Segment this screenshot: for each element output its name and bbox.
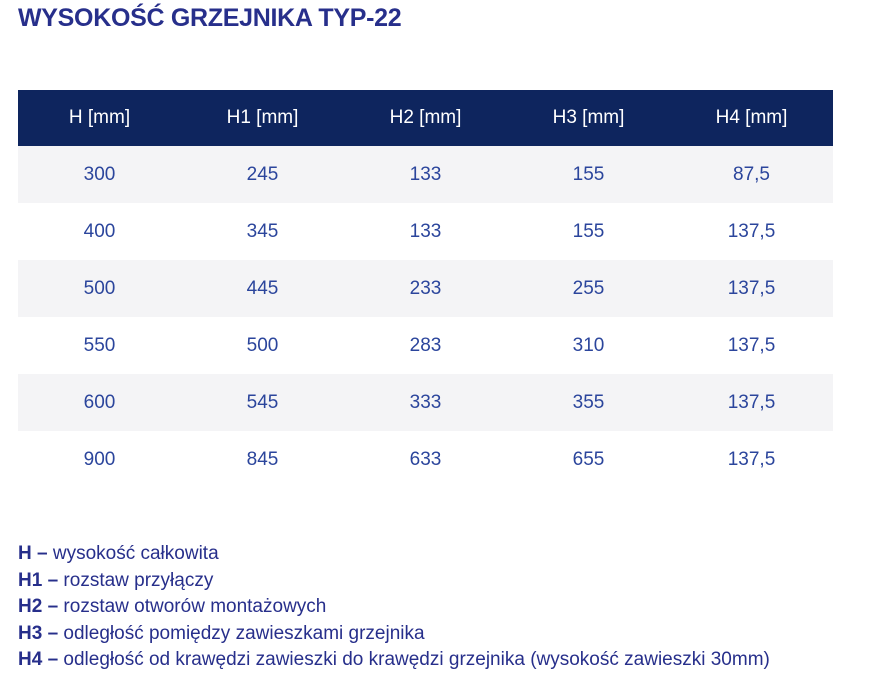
table-cell: 137,5 [727, 448, 776, 470]
table-cell: 845 [246, 448, 279, 470]
table-cell: 445 [246, 277, 279, 299]
table-row: 900 845 633 655 137,5 [18, 431, 833, 488]
table-cell: 600 [83, 391, 116, 413]
legend-term: H1 – [18, 569, 59, 591]
legend-item-h2: H2 – rozstaw otworów montażowych [18, 594, 770, 621]
column-header-h3: H3 [mm] [552, 107, 625, 128]
legend-term: H3 – [18, 622, 59, 644]
table-cell: 137,5 [727, 391, 776, 413]
table-cell: 137,5 [727, 220, 776, 242]
table-cell: 255 [572, 277, 605, 299]
column-header-h2: H2 [mm] [389, 107, 462, 128]
table-cell: 333 [409, 391, 442, 413]
radiator-height-table: H [mm] H1 [mm] H2 [mm] H3 [mm] H4 [mm] 3… [18, 90, 833, 488]
legend-description: wysokość całkowita [52, 543, 219, 564]
table-cell: 500 [83, 277, 116, 299]
column-header-h: H [mm] [68, 107, 131, 128]
table-cell: 500 [246, 334, 279, 356]
table-row: 400 345 133 155 137,5 [18, 203, 833, 260]
legend-item-h: H – wysokość całkowita [18, 541, 770, 568]
legend-item-h3: H3 – odległość pomiędzy zawieszkami grze… [18, 621, 770, 648]
table-cell: 310 [572, 334, 605, 356]
table-cell: 900 [83, 448, 116, 470]
table-row: 550 500 283 310 137,5 [18, 317, 833, 374]
legend-description: rozstaw otworów montażowych [63, 596, 327, 617]
table-cell: 233 [409, 277, 442, 299]
legend-description: odległość pomiędzy zawieszkami grzejnika [63, 622, 425, 644]
legend-item-h1: H1 – rozstaw przyłączy [18, 568, 770, 595]
table-cell: 245 [246, 163, 279, 185]
page-title: WYSOKOŚĆ GRZEJNIKA TYP-22 [18, 4, 402, 32]
table-cell: 133 [409, 220, 442, 242]
table-cell: 550 [83, 334, 116, 356]
column-header-h4: H4 [mm] [715, 107, 788, 128]
table-cell: 155 [572, 163, 605, 185]
table-cell: 655 [572, 448, 605, 470]
table-header-row: H [mm] H1 [mm] H2 [mm] H3 [mm] H4 [mm] [18, 90, 833, 146]
table-cell: 155 [572, 220, 605, 242]
table-row: 600 545 333 355 137,5 [18, 374, 833, 431]
table-cell: 137,5 [727, 334, 776, 356]
table-row: 500 445 233 255 137,5 [18, 260, 833, 317]
legend: H – wysokość całkowita H1 – rozstaw przy… [18, 541, 770, 674]
legend-description: rozstaw przyłączy [63, 569, 214, 591]
legend-term: H – [18, 543, 48, 564]
legend-item-h4: H4 – odległość od krawędzi zawieszki do … [18, 647, 770, 674]
table-cell: 283 [409, 334, 442, 356]
legend-description: odległość od krawędzi zawieszki do krawę… [63, 649, 770, 670]
table-cell: 87,5 [733, 163, 770, 185]
table-cell: 400 [83, 220, 116, 242]
legend-term: H4 – [18, 649, 59, 670]
table-row: 300 245 133 155 87,5 [18, 146, 833, 203]
table-cell: 133 [409, 163, 442, 185]
table-cell: 345 [246, 220, 279, 242]
table-cell: 633 [409, 448, 442, 470]
table-cell: 137,5 [727, 277, 776, 299]
table-cell: 355 [572, 391, 605, 413]
legend-term: H2 – [18, 596, 59, 617]
column-header-h1: H1 [mm] [226, 107, 299, 128]
table-cell: 300 [83, 163, 116, 185]
table-cell: 545 [246, 391, 279, 413]
